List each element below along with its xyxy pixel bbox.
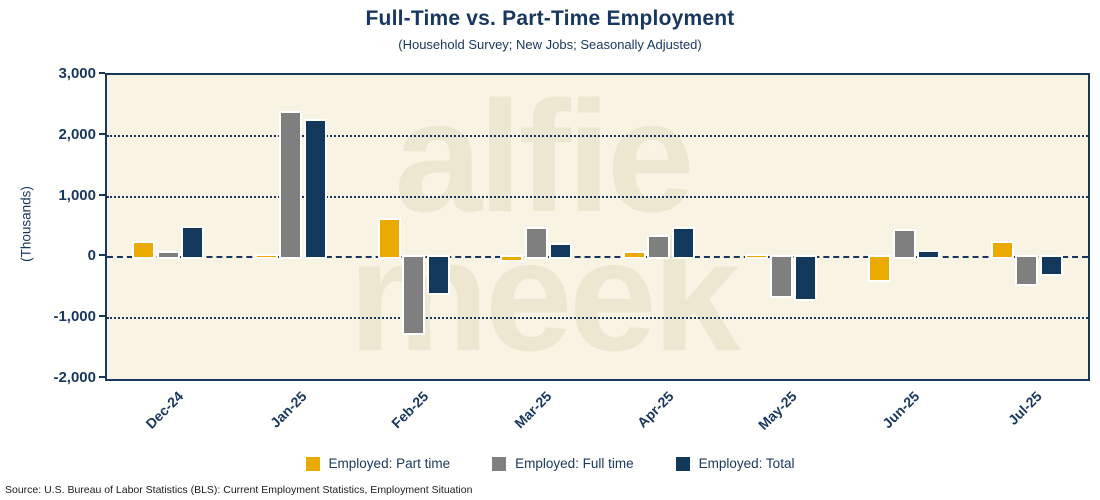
- y-tick-label: 1,000: [58, 186, 96, 204]
- bar-full_time-Dec-24: [156, 250, 180, 260]
- x-tick-label-Dec-24: Dec-24: [142, 388, 187, 432]
- gridline: [107, 195, 1088, 198]
- y-tick-label: 2,000: [58, 125, 96, 143]
- chart-subtitle: (Household Survey; New Jobs; Seasonally …: [398, 37, 702, 52]
- gridline: [107, 134, 1088, 137]
- x-tick-label-Jan-25: Jan-25: [266, 388, 310, 431]
- legend-swatch-icon: [492, 456, 507, 471]
- legend-item: Employed: Part time: [305, 456, 451, 471]
- legend-swatch-icon: [675, 456, 690, 471]
- legend-swatch-icon: [305, 456, 320, 471]
- plot-area: alfie meek: [105, 73, 1090, 381]
- x-tick-label-Mar-25: Mar-25: [511, 388, 555, 432]
- x-tick-label-May-25: May-25: [754, 388, 800, 433]
- bar-total-Apr-25: [671, 227, 695, 260]
- legend-label: Employed: Full time: [515, 456, 634, 471]
- legend-label: Employed: Total: [698, 456, 795, 471]
- source-note: Source: U.S. Bureau of Labor Statistics …: [5, 484, 473, 496]
- bar-total-Jun-25: [917, 249, 941, 260]
- bar-part_time-Jun-25: [868, 255, 892, 282]
- bar-total-Feb-25: [426, 255, 450, 296]
- y-tick-mark: [99, 72, 105, 74]
- bar-part_time-Jul-25: [990, 240, 1014, 260]
- bar-full_time-Feb-25: [402, 255, 426, 335]
- bar-part_time-Dec-24: [132, 241, 156, 260]
- zero-axis-line: [107, 256, 1088, 259]
- y-tick-label: 0: [87, 247, 96, 265]
- y-tick-mark: [99, 315, 105, 318]
- bar-part_time-May-25: [745, 253, 769, 260]
- y-tick-mark: [99, 132, 105, 135]
- bar-total-Jan-25: [303, 119, 327, 260]
- y-tick-mark: [99, 376, 105, 378]
- y-tick-label: -1,000: [53, 308, 96, 326]
- bar-total-May-25: [794, 255, 818, 302]
- bar-full_time-Apr-25: [647, 234, 671, 260]
- x-tick-label-Apr-25: Apr-25: [634, 388, 678, 431]
- bar-full_time-Mar-25: [524, 227, 548, 260]
- watermark-line1: alfie: [394, 68, 694, 245]
- x-tick-label-Feb-25: Feb-25: [388, 388, 432, 432]
- bar-total-Jul-25: [1039, 255, 1063, 276]
- bar-full_time-Jan-25: [279, 110, 303, 260]
- bar-full_time-Jul-25: [1015, 255, 1039, 286]
- bar-total-Mar-25: [549, 243, 573, 260]
- bar-part_time-Feb-25: [377, 218, 401, 260]
- y-tick-label: -2,000: [53, 369, 96, 386]
- x-tick-label-Jun-25: Jun-25: [879, 388, 923, 432]
- bar-total-Dec-24: [181, 226, 205, 260]
- gridline: [107, 317, 1088, 320]
- chart-title: Full-Time vs. Part-Time Employment: [365, 7, 735, 30]
- bar-full_time-Jun-25: [892, 229, 916, 260]
- bar-full_time-May-25: [769, 255, 793, 299]
- bar-part_time-Mar-25: [500, 255, 524, 263]
- bar-part_time-Apr-25: [622, 251, 646, 260]
- legend-label: Employed: Part time: [328, 456, 451, 471]
- x-tick-label-Jul-25: Jul-25: [1005, 388, 1046, 428]
- y-tick-label: 3,000: [58, 65, 96, 82]
- y-tick-mark: [99, 193, 105, 196]
- y-tick-mark: [99, 254, 105, 257]
- bar-part_time-Jan-25: [254, 254, 278, 260]
- legend-item: Employed: Total: [675, 456, 795, 471]
- legend-item: Employed: Full time: [492, 456, 634, 471]
- legend: Employed: Part time Employed: Full time Em…: [0, 456, 1100, 471]
